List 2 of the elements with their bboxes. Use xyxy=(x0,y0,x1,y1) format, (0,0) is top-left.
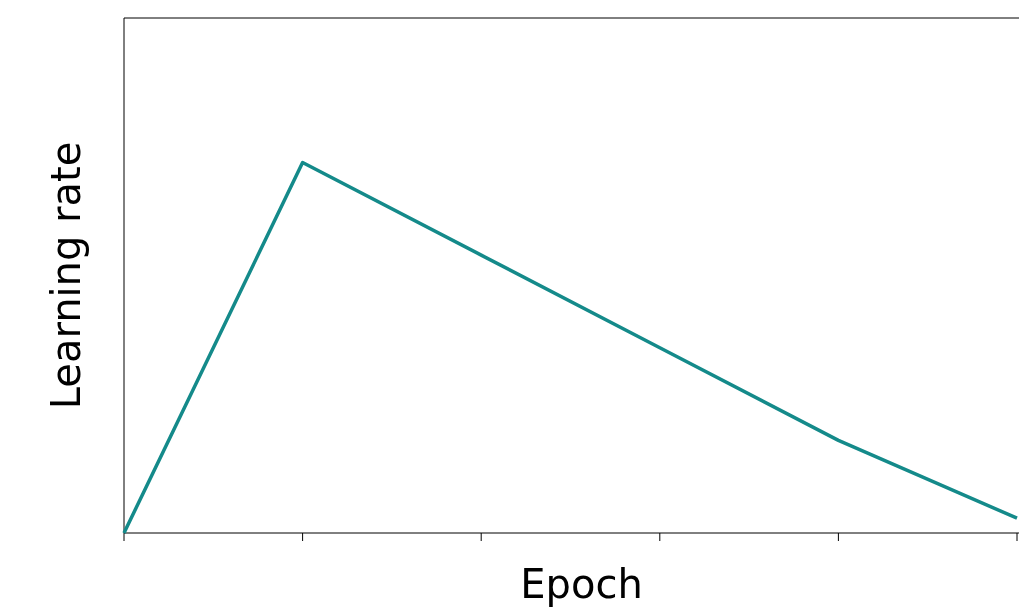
y-axis-title: Learning rate xyxy=(43,141,89,410)
x-axis-title: Epoch xyxy=(520,561,643,607)
